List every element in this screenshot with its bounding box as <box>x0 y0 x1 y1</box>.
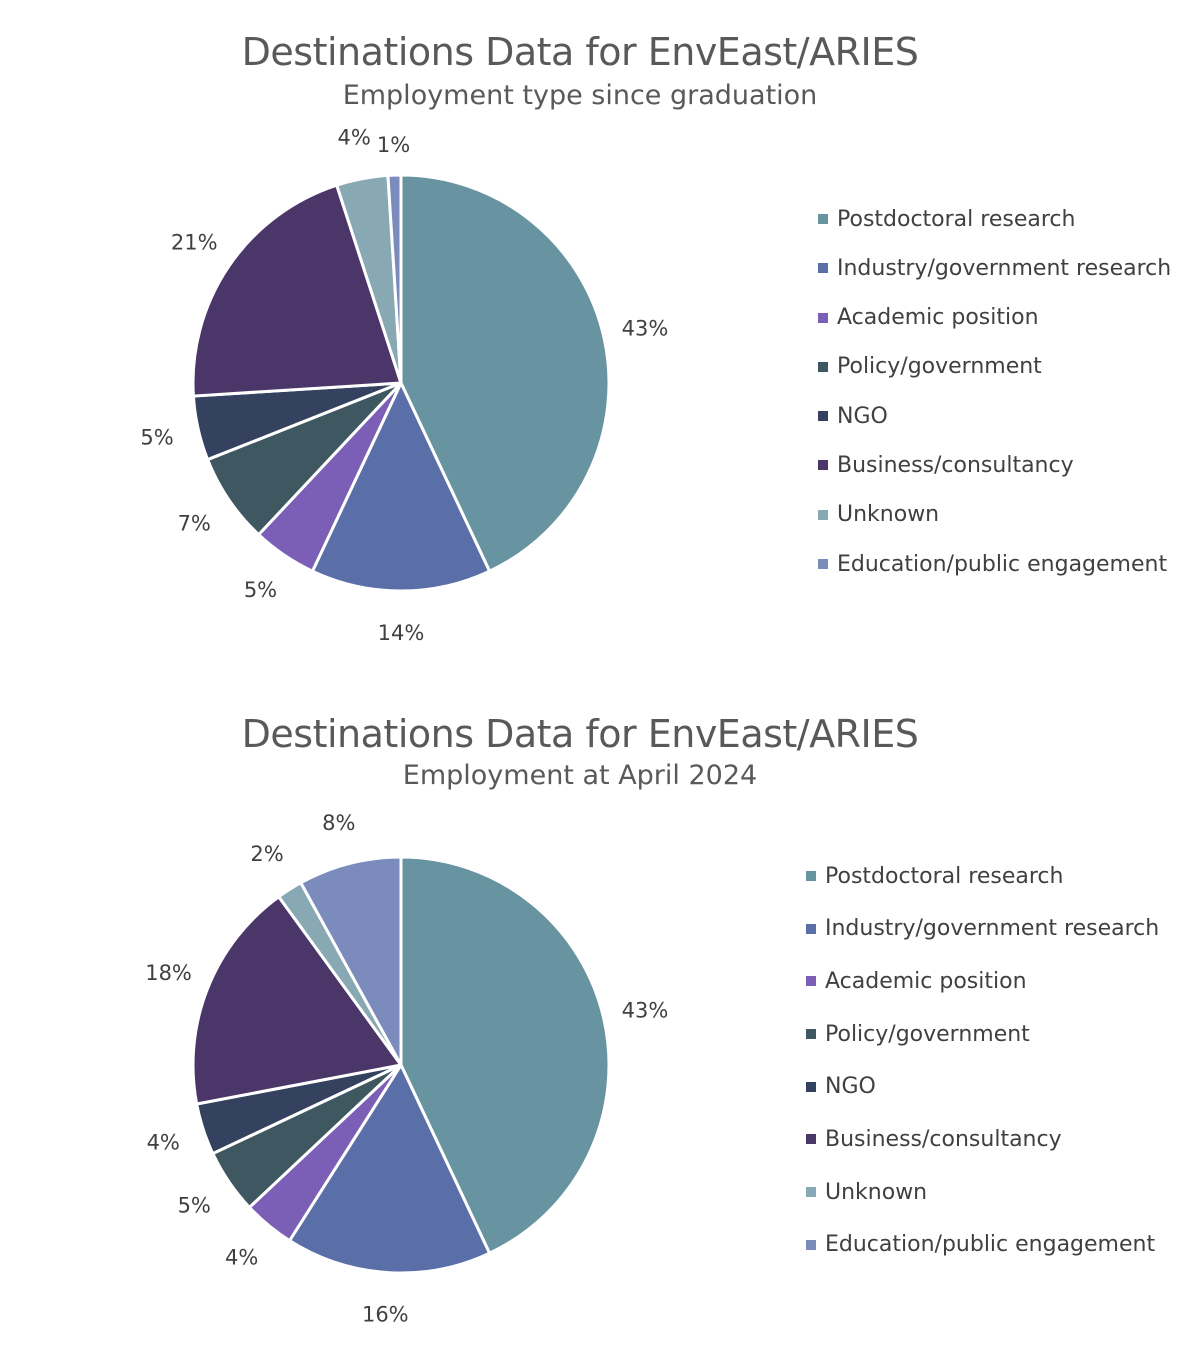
legend-label: Industry/government research <box>837 255 1172 281</box>
legend-swatch <box>818 411 828 422</box>
data-label-unknown: 4% <box>337 125 370 149</box>
legend-swatch <box>806 1029 816 1040</box>
data-label-postdoctoral: 43% <box>622 316 669 340</box>
data-label-academic: 5% <box>244 578 277 602</box>
legend-item-ngo: NGO <box>806 1068 1159 1106</box>
pie-slice-postdoctoral <box>399 173 611 573</box>
legend-label: Academic position <box>837 305 1039 331</box>
data-label-industry: 16% <box>362 1303 409 1327</box>
data-label-industry: 14% <box>378 621 425 645</box>
legend-item-policy: Policy/government <box>818 348 1171 386</box>
data-label-unknown: 2% <box>250 842 283 866</box>
data-label-ngo: 5% <box>140 426 173 450</box>
legend-item-business: Business/consultancy <box>818 446 1171 484</box>
legend-label: Business/consultancy <box>825 1126 1062 1152</box>
chart-title: Destinations Data for EnvEast/ARIES <box>241 712 919 756</box>
legend-swatch <box>818 361 828 372</box>
data-label-ngo: 4% <box>147 1130 180 1154</box>
legend-item-industry: Industry/government research <box>818 249 1171 287</box>
pie-slice-education <box>386 173 403 385</box>
legend-label: Education/public engagement <box>825 1232 1156 1258</box>
pie-slice-business <box>191 895 403 1106</box>
legend-swatch <box>818 214 828 224</box>
data-label-business: 18% <box>145 961 192 985</box>
pie-slice-industry <box>310 381 492 593</box>
legend-item-policy: Policy/government <box>806 1015 1159 1053</box>
data-label-policy: 5% <box>178 1194 211 1218</box>
legend-swatch <box>818 460 828 471</box>
pie-slice-industry <box>288 1063 492 1275</box>
chart-legend: Postdoctoral research Industry/governmen… <box>806 857 1159 1279</box>
chart-employment-since-graduation: Destinations Data for EnvEast/ARIES Empl… <box>140 30 1171 645</box>
legend-item-unknown: Unknown <box>806 1173 1159 1211</box>
pie-slice-education <box>299 855 403 1067</box>
legend-swatch <box>818 509 828 520</box>
data-label-education: 1% <box>377 133 410 157</box>
chart-legend: Postdoctoral research Industry/governmen… <box>818 200 1171 594</box>
legend-swatch <box>806 1187 816 1198</box>
legend-label: Postdoctoral research <box>837 206 1076 232</box>
legend-label: Industry/government research <box>825 916 1160 942</box>
legend-label: NGO <box>837 403 888 429</box>
pie-slice-postdoctoral <box>399 855 611 1255</box>
pie-slice-business <box>191 183 403 398</box>
chart-subtitle: Employment at April 2024 <box>402 760 758 791</box>
legend-label: Policy/government <box>825 1021 1030 1047</box>
legend-item-postdoctoral: Postdoctoral research <box>818 200 1171 238</box>
legend-swatch <box>806 1239 816 1250</box>
legend-swatch <box>806 923 816 934</box>
legend-label: Unknown <box>837 502 940 528</box>
data-label-academic: 4% <box>225 1246 258 1270</box>
legend-label: Education/public engagement <box>837 551 1168 577</box>
data-label-education: 8% <box>322 811 355 835</box>
data-label-policy: 7% <box>178 512 211 536</box>
legend-swatch <box>806 1134 816 1145</box>
legend-item-postdoctoral: Postdoctoral research <box>806 857 1159 895</box>
pie-chart: 43% 16% 4% 5% 4% 18% 2% 8% <box>145 811 669 1327</box>
legend-swatch <box>806 871 816 881</box>
legend-label: Business/consultancy <box>837 452 1074 478</box>
legend-label: Academic position <box>825 968 1027 994</box>
legend-swatch <box>818 263 828 274</box>
legend-swatch <box>818 312 828 323</box>
legend-label: Postdoctoral research <box>825 863 1064 889</box>
chart-employment-april-2024: Destinations Data for EnvEast/ARIES Empl… <box>0 680 1200 1348</box>
data-label-postdoctoral: 43% <box>622 998 669 1022</box>
legend-item-academic: Academic position <box>818 299 1171 337</box>
chart-title: Destinations Data for EnvEast/ARIES <box>241 30 919 74</box>
legend-swatch <box>806 976 816 987</box>
legend-label: Unknown <box>825 1179 928 1205</box>
legend-item-academic: Academic position <box>806 962 1159 1000</box>
legend-item-industry: Industry/government research <box>806 910 1159 948</box>
legend-item-ngo: NGO <box>818 397 1171 435</box>
legend-item-education: Education/public engagement <box>806 1226 1159 1264</box>
legend-label: NGO <box>825 1074 876 1100</box>
pie-chart: 43% 14% 5% 7% 5% 21% 4% 1% <box>140 125 669 645</box>
legend-item-unknown: Unknown <box>818 496 1171 534</box>
data-label-business: 21% <box>171 230 218 254</box>
legend-item-education: Education/public engagement <box>818 545 1171 583</box>
legend-swatch <box>818 559 828 570</box>
legend-item-business: Business/consultancy <box>806 1120 1159 1158</box>
legend-label: Policy/government <box>837 354 1042 380</box>
legend-swatch <box>806 1081 816 1092</box>
chart-subtitle: Employment type since graduation <box>342 80 818 111</box>
